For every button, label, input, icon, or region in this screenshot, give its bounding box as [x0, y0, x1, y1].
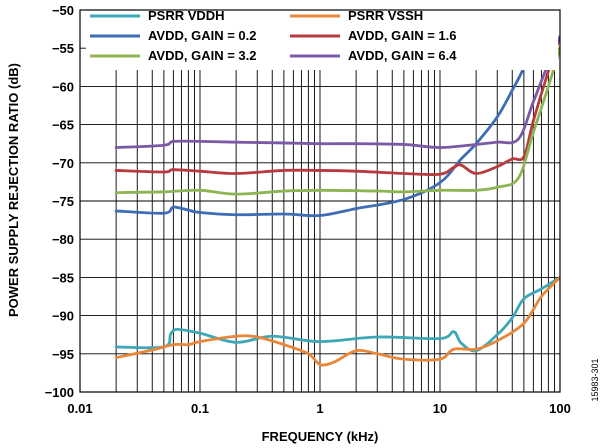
- series-line-avdd-gain-3-2: [114, 46, 560, 196]
- y-tick-label: −65: [52, 118, 74, 133]
- y-tick-label: −60: [52, 79, 74, 94]
- series-line-psrr-vssh: [114, 276, 560, 367]
- legend-label-avdd-gain-3-2: AVDD, GAIN = 3.2: [148, 48, 256, 63]
- x-tick-label: 100: [549, 401, 571, 416]
- y-axis-title: POWER SUPPLY REJECTION RATIO (dB): [6, 63, 21, 317]
- legend-label-avdd-gain-1-6: AVDD, GAIN = 1.6: [348, 28, 456, 43]
- y-tick-label: −50: [52, 3, 74, 18]
- series-line-avdd-gain-6-4: [114, 35, 560, 149]
- legend: PSRR VDDH PSRR VSSH AVDD, GAIN = 0.2 AVDD, …: [86, 0, 558, 70]
- x-axis-title: FREQUENCY (kHz): [262, 429, 379, 444]
- legend-label-psrr-vddh: PSRR VDDH: [148, 8, 225, 23]
- legend-label-psrr-vssh: PSRR VSSH: [348, 8, 423, 23]
- figure-id: 15983-301: [590, 358, 600, 401]
- plot-frame: [79, 9, 561, 393]
- legend-label-avdd-gain-0-2: AVDD, GAIN = 0.2: [148, 28, 256, 43]
- series-line-psrr-vddh: [114, 276, 560, 353]
- y-tick-label: −85: [52, 270, 74, 285]
- x-tick-label: 1: [316, 401, 323, 416]
- y-tick-label: −80: [52, 232, 74, 247]
- series-line-avdd-gain-0-2: [114, 10, 543, 218]
- series-lines: [114, 10, 560, 367]
- plot-border: [79, 9, 561, 393]
- y-tick-label: −95: [52, 347, 74, 362]
- x-tick-label: 0.1: [191, 401, 209, 416]
- series-line-avdd-gain-1-6: [114, 35, 560, 177]
- y-tick-label: −75: [52, 194, 74, 209]
- legend-label-avdd-gain-6-4: AVDD, GAIN = 6.4: [348, 48, 457, 63]
- y-tick-label: −70: [52, 156, 74, 171]
- x-tick-label: 0.01: [67, 401, 92, 416]
- y-tick-label: −100: [45, 385, 74, 400]
- x-tick-label: 10: [433, 401, 447, 416]
- y-tick-label: −90: [52, 309, 74, 324]
- y-tick-label: −55: [52, 41, 74, 56]
- tick-labels: −100 −95 −90 −85 −80 −75 −70 −65 −60 −55 −50 0.01 0.…: [45, 3, 571, 416]
